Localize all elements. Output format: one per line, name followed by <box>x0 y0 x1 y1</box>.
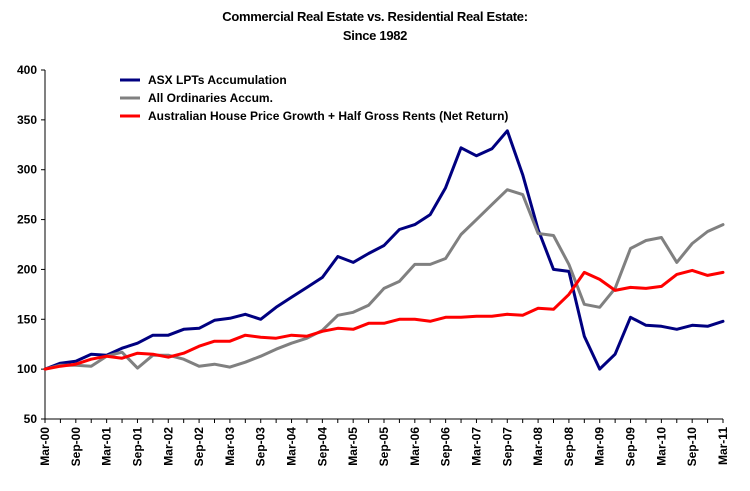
y-tick-label: 100 <box>17 362 37 376</box>
y-tick-label: 400 <box>17 63 37 77</box>
legend-label: Australian House Price Growth + Half Gro… <box>148 109 508 123</box>
x-tick-label: Sep-00 <box>69 427 83 467</box>
y-tick-label: 250 <box>17 213 37 227</box>
series-line-1 <box>43 129 725 371</box>
x-tick-label: Mar-07 <box>469 427 483 466</box>
x-tick-label: Mar-03 <box>223 427 237 466</box>
x-tick-label: Mar-05 <box>346 427 360 466</box>
x-tick-label: Mar-01 <box>100 427 114 466</box>
x-tick-label: Sep-06 <box>439 427 453 467</box>
y-tick-label: 300 <box>17 163 37 177</box>
chart-subtitle: Since 1982 <box>342 28 408 43</box>
legend: ASX LPTs Accumulation All Ordinaries Accu… <box>120 73 508 123</box>
y-tick-label: 200 <box>17 262 37 276</box>
x-tick-label: Sep-01 <box>130 427 144 467</box>
x-tick-label: Sep-04 <box>315 427 329 467</box>
x-tick-label: Mar-02 <box>161 427 175 466</box>
x-tick-label: Mar-10 <box>654 427 668 466</box>
series-line-3 <box>43 268 725 371</box>
series-lines <box>43 129 725 371</box>
legend-label: All Ordinaries Accum. <box>148 91 273 105</box>
x-tick-label: Sep-03 <box>254 427 268 467</box>
x-tick-label: Sep-02 <box>192 427 206 467</box>
x-tick-label: Mar-08 <box>531 427 545 466</box>
y-tick-label: 50 <box>24 412 38 426</box>
y-tick-label: 350 <box>17 113 37 127</box>
y-tick-label: 150 <box>17 312 37 326</box>
x-tick-label: Mar-04 <box>285 427 299 466</box>
x-tick-label: Sep-09 <box>624 427 638 467</box>
chart-title: Commercial Real Estate vs. Residential R… <box>222 9 528 24</box>
x-tick-label: Sep-08 <box>562 427 576 467</box>
x-tick-label: Mar-09 <box>593 427 607 466</box>
x-tick-label: Sep-10 <box>685 427 699 467</box>
x-tick-label: Sep-05 <box>377 427 391 467</box>
legend-label: ASX LPTs Accumulation <box>148 73 287 87</box>
x-tick-label: Mar-00 <box>38 427 52 466</box>
x-tick-label: Sep-07 <box>500 427 514 467</box>
x-tick-label: Mar-06 <box>408 427 422 466</box>
axes: 50 100 150 200 250 300 350 400 Mar-00 Sep-00 Mar-0… <box>17 63 730 466</box>
x-tick-label: Mar-11 <box>716 427 730 465</box>
